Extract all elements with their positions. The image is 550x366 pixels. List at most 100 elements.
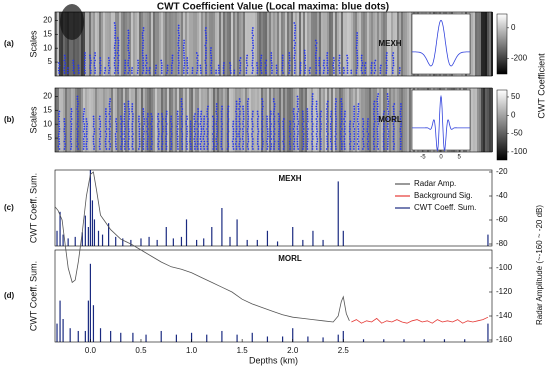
maxima-dot — [63, 125, 66, 128]
heatmap-cell — [285, 12, 287, 76]
maxima-dot — [171, 54, 174, 57]
maxima-dot — [292, 128, 295, 130]
maxima-dot — [392, 140, 395, 143]
heatmap-cell — [57, 88, 59, 152]
maxima-dot — [93, 62, 96, 64]
maxima-dot — [83, 59, 86, 62]
maxima-dot — [205, 34, 207, 37]
maxima-dot — [362, 130, 365, 133]
maxima-dot — [235, 148, 238, 150]
heatmap-cell — [253, 88, 255, 152]
heatmap-cell — [71, 88, 73, 152]
maxima-dot — [270, 52, 273, 54]
maxima-dot — [123, 110, 126, 113]
maxima-dot — [251, 27, 254, 29]
maxima-dot — [356, 138, 359, 140]
heatmap-cell — [249, 88, 251, 152]
maxima-dot — [315, 47, 318, 49]
maxima-dot — [326, 143, 329, 145]
maxima-dot — [343, 148, 346, 150]
maxima-dot — [315, 49, 318, 52]
maxima-dot — [186, 69, 189, 72]
heatmap-cell — [265, 12, 267, 76]
maxima-dot — [215, 103, 218, 105]
maxima-dot — [370, 72, 373, 74]
maxima-dot — [275, 64, 278, 67]
maxima-dot — [142, 145, 145, 148]
maxima-dot — [157, 125, 159, 128]
maxima-dot — [385, 64, 388, 67]
maxima-dot — [206, 120, 209, 123]
maxima-dot — [93, 64, 96, 67]
maxima-dot — [92, 120, 95, 123]
maxima-dot — [376, 108, 379, 110]
maxima-dot — [386, 95, 389, 98]
maxima-dot — [64, 57, 67, 59]
maxima-dot — [202, 145, 205, 148]
maxima-dot — [124, 69, 127, 72]
maxima-dot — [70, 110, 73, 113]
heatmap-cell — [247, 88, 249, 152]
maxima-dot — [108, 69, 110, 72]
maxima-dot — [270, 113, 272, 115]
maxima-dot — [215, 113, 218, 115]
maxima-dot — [89, 59, 92, 62]
heatmap-cell — [393, 88, 395, 152]
maxima-dot — [266, 115, 268, 118]
maxima-dot — [376, 143, 379, 145]
maxima-dot — [85, 145, 88, 148]
maxima-dot — [199, 115, 202, 118]
maxima-dot — [145, 54, 148, 57]
maxima-dot — [382, 135, 385, 138]
maxima-dot — [63, 69, 66, 72]
maxima-dot — [127, 62, 130, 64]
maxima-dot — [209, 49, 212, 52]
maxima-dot — [304, 54, 307, 57]
maxima-dot — [261, 120, 263, 123]
heatmap-cell — [249, 12, 251, 76]
maxima-dot — [123, 115, 126, 118]
heatmap-cell — [287, 12, 289, 76]
maxima-dot — [357, 110, 360, 113]
maxima-dot — [400, 103, 402, 105]
maxima-dot — [256, 72, 259, 74]
maxima-dot — [157, 138, 160, 140]
heatmap-cell — [217, 88, 219, 152]
maxima-dot — [218, 72, 220, 74]
maxima-dot — [355, 72, 358, 74]
heatmap-cell — [91, 88, 93, 152]
maxima-dot — [220, 130, 223, 133]
maxima-dot — [282, 130, 285, 133]
heatmap-cell — [319, 12, 321, 76]
heatmap-cell — [273, 88, 275, 152]
maxima-dot — [376, 98, 379, 100]
heatmap-cell — [131, 12, 133, 76]
maxima-dot — [196, 118, 199, 120]
heatmap-cell — [97, 88, 99, 152]
maxima-dot — [63, 120, 66, 123]
maxima-dot — [334, 130, 337, 133]
maxima-dot — [105, 135, 108, 138]
maxima-dot — [376, 100, 379, 103]
maxima-dot — [387, 130, 390, 133]
heatmap-cell — [475, 12, 477, 76]
maxima-dot — [215, 133, 218, 135]
maxima-dot — [131, 113, 134, 115]
maxima-dot — [301, 123, 304, 125]
maxima-dot — [278, 133, 280, 135]
maxima-dot — [273, 110, 275, 113]
heatmap-cell — [119, 88, 121, 152]
maxima-dot — [332, 64, 335, 67]
maxima-dot — [246, 105, 249, 108]
heatmap-cell — [195, 88, 197, 152]
maxima-dot — [200, 130, 203, 133]
maxima-dot — [89, 57, 92, 59]
maxima-dot — [193, 128, 196, 130]
maxima-dot — [76, 130, 79, 133]
maxima-dot — [270, 62, 273, 64]
heatmap-cell — [345, 88, 347, 152]
maxima-dot — [346, 57, 349, 59]
heatmap-cell — [489, 12, 491, 76]
heatmap-cell — [259, 88, 261, 152]
maxima-dot — [247, 118, 249, 120]
